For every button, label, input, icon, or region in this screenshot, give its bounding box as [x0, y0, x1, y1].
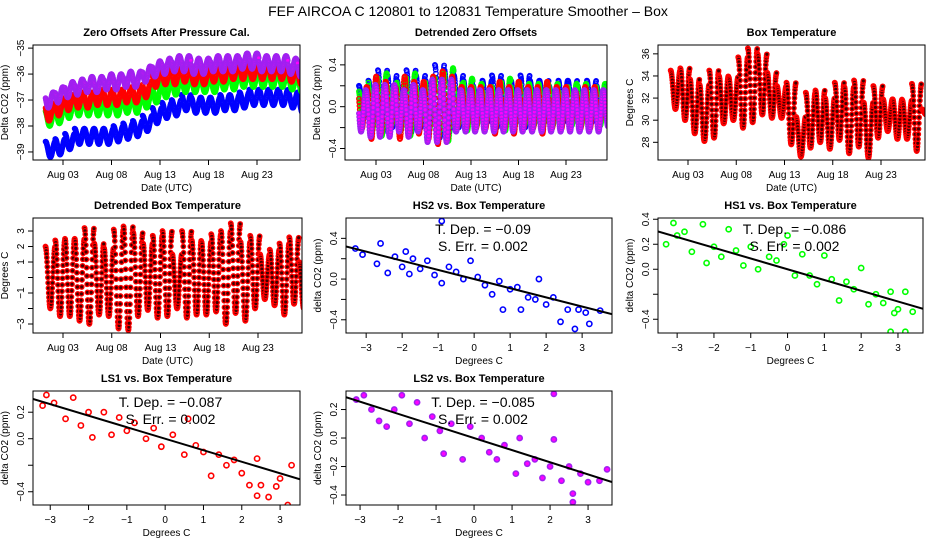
panels: Zero Offsets After Pressure Cal. Date (UT… — [0, 27, 926, 539]
plot-marks — [42, 50, 300, 160]
y-tick-label: −38 — [16, 117, 27, 134]
y-tick-label: −36 — [16, 65, 27, 82]
panel-title: Detrended Zero Offsets — [415, 27, 537, 39]
data-point — [404, 69, 410, 75]
x-axis-label: Date (UTC) — [141, 183, 192, 194]
data-point — [432, 64, 439, 70]
data-point — [489, 75, 496, 82]
y-tick-label: −37 — [16, 91, 27, 108]
plot-marks — [356, 62, 607, 148]
series-1 — [42, 86, 300, 160]
data-point — [432, 66, 439, 73]
y-tick-label: −35 — [16, 39, 27, 56]
x-tick-label: Aug 08 — [96, 170, 128, 181]
plot-frame — [32, 44, 301, 161]
panel-title: Zero Offsets After Pressure Cal. — [83, 27, 249, 39]
panel-1: Zero Offsets After Pressure Cal. Date (UT… — [0, 27, 301, 194]
figure-title: FEF AIRCOA C 120801 to 120831 Temperatur… — [268, 3, 668, 19]
x-tick-label: Aug 13 — [144, 170, 176, 181]
panel-2: Detrended Zero Offsets Date (UTC) Delta CO… — [312, 27, 608, 194]
data-point — [375, 69, 382, 75]
y-axis-label: Delta CO2 (ppm) — [0, 65, 11, 141]
data-point — [490, 78, 496, 85]
x-tick-label: Aug 23 — [241, 170, 273, 181]
x-tick-label: Aug 18 — [193, 170, 225, 181]
x-axis-label: Date (UTC) — [450, 183, 501, 194]
x-tick-label: Aug 03 — [47, 170, 79, 181]
series-4 — [42, 50, 300, 111]
y-tick-label: −39 — [16, 143, 27, 160]
y-axis-label: Delta CO2 (ppm) — [312, 65, 323, 141]
